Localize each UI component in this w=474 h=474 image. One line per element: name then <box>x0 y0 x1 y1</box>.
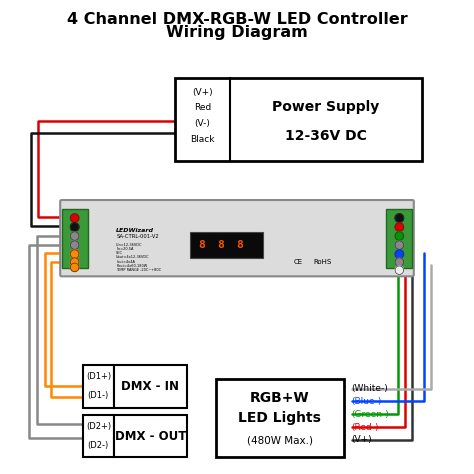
Bar <box>216 379 344 457</box>
Circle shape <box>70 232 79 240</box>
Circle shape <box>395 214 403 222</box>
Bar <box>175 78 422 161</box>
Text: 8: 8 <box>198 240 205 250</box>
Circle shape <box>70 241 79 249</box>
Text: 8: 8 <box>236 240 243 250</box>
Text: (Blue-): (Blue-) <box>352 397 382 406</box>
Text: Black: Black <box>191 135 215 144</box>
Text: Iout=4x4A: Iout=4x4A <box>116 260 135 264</box>
Text: (Green-): (Green-) <box>352 410 390 419</box>
Text: LED Lights: LED Lights <box>238 411 321 425</box>
Bar <box>83 415 114 457</box>
Text: Wiring Diagram: Wiring Diagram <box>166 25 308 40</box>
Circle shape <box>70 214 79 222</box>
Circle shape <box>395 241 403 249</box>
FancyBboxPatch shape <box>60 200 414 276</box>
Text: (V+): (V+) <box>192 88 213 97</box>
Circle shape <box>395 250 403 258</box>
Text: TEMP RANGE -20C~+80C: TEMP RANGE -20C~+80C <box>116 268 161 272</box>
Text: (D2-): (D2-) <box>88 441 109 450</box>
Text: Pout=4x60-180W: Pout=4x60-180W <box>116 264 147 268</box>
Text: CE: CE <box>294 259 303 264</box>
Text: 8: 8 <box>217 240 224 250</box>
Bar <box>62 209 88 268</box>
Bar <box>83 365 114 408</box>
Bar <box>114 365 187 408</box>
Text: Red: Red <box>194 103 211 112</box>
Text: 12-36V DC: 12-36V DC <box>285 129 367 143</box>
Text: SEC: SEC <box>116 251 123 255</box>
Text: (D2+): (D2+) <box>86 422 111 431</box>
Text: DMX - IN: DMX - IN <box>121 380 180 393</box>
Bar <box>386 209 412 268</box>
Text: (White-): (White-) <box>352 384 389 393</box>
Text: RoHS: RoHS <box>313 259 331 264</box>
Text: (D1+): (D1+) <box>86 373 111 382</box>
Circle shape <box>70 258 79 266</box>
Text: DMX - OUT: DMX - OUT <box>115 429 186 443</box>
Circle shape <box>395 232 403 240</box>
Circle shape <box>70 263 79 272</box>
Text: Power Supply: Power Supply <box>272 100 380 114</box>
Text: (480W Max.): (480W Max.) <box>246 435 313 445</box>
Text: (D1-): (D1-) <box>88 391 109 400</box>
Text: (V-): (V-) <box>195 119 210 128</box>
Circle shape <box>70 250 79 258</box>
Text: Uin=12-36VDC: Uin=12-36VDC <box>116 243 143 246</box>
Bar <box>114 415 187 457</box>
Circle shape <box>395 266 403 274</box>
Text: LEDWizard: LEDWizard <box>116 228 154 233</box>
Text: SA-CTRL-001-V2: SA-CTRL-001-V2 <box>116 235 159 239</box>
Text: RGB+W: RGB+W <box>250 391 310 405</box>
Circle shape <box>395 223 403 231</box>
Text: Iin=20.5A: Iin=20.5A <box>116 247 134 251</box>
Text: Uout=4x12-36VDC: Uout=4x12-36VDC <box>116 255 150 259</box>
Circle shape <box>70 223 79 231</box>
Text: (Red-): (Red-) <box>352 423 379 431</box>
Text: 4 Channel DMX-RGB-W LED Controller: 4 Channel DMX-RGB-W LED Controller <box>67 12 407 27</box>
Text: (V+): (V+) <box>352 436 373 444</box>
Circle shape <box>395 258 403 266</box>
Bar <box>190 232 263 258</box>
